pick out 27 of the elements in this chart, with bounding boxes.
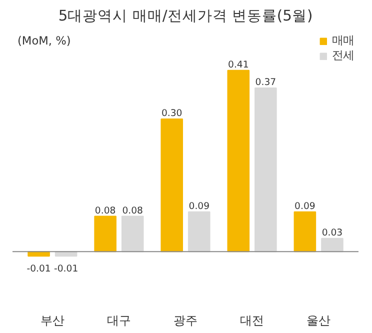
legend-label: 매매 <box>332 33 354 48</box>
data-label: -0.01 <box>54 264 78 275</box>
bar <box>254 88 277 252</box>
x-tick-label: 부산 <box>40 314 64 328</box>
x-tick-label: 광주 <box>174 314 198 328</box>
data-label: 0.37 <box>255 77 276 88</box>
x-tick-label: 울산 <box>306 314 331 328</box>
bar <box>94 216 116 252</box>
bar <box>227 70 250 252</box>
data-label: 0.08 <box>122 205 144 216</box>
data-label: 0.03 <box>322 227 343 238</box>
data-label: 0.08 <box>94 205 116 216</box>
bar <box>121 216 144 252</box>
bar <box>188 211 210 252</box>
x-tick-label: 대전 <box>240 314 264 328</box>
data-label: 0.30 <box>161 108 182 119</box>
chart-title: 5대광역시 매매/전세가격 변동률(5월) <box>58 8 313 24</box>
x-tick-label: 대구 <box>106 314 131 328</box>
data-label: 0.41 <box>228 59 249 70</box>
bar <box>294 211 316 252</box>
legend-label: 전세 <box>332 48 354 63</box>
data-label: -0.01 <box>26 264 51 275</box>
bar <box>321 238 344 252</box>
y-axis-title: (MoM, %) <box>18 34 71 48</box>
bar <box>160 118 184 252</box>
data-label: 0.09 <box>188 200 210 212</box>
data-label: 0.09 <box>294 200 316 212</box>
